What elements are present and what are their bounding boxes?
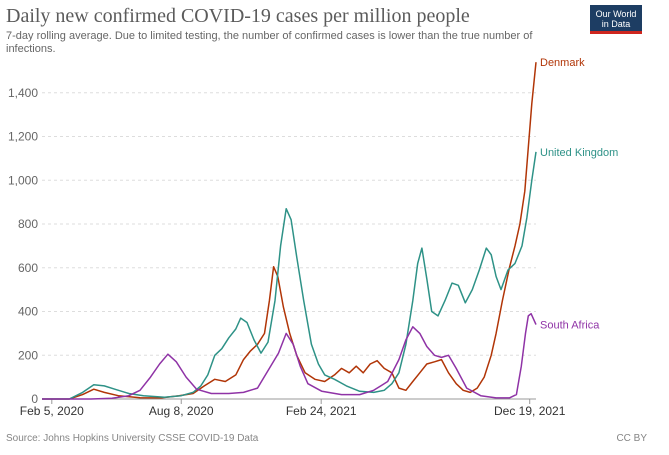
series-line-denmark[interactable] (42, 62, 537, 400)
series-label-united-kingdom[interactable]: United Kingdom (540, 147, 618, 159)
owid-logo[interactable]: Our World in Data (590, 5, 642, 34)
gridlines (42, 92, 536, 356)
y-tick-label: 400 (18, 305, 38, 319)
license-label[interactable]: CC BY (616, 433, 647, 444)
logo-line-2: in Data (601, 19, 631, 29)
y-axis: 0 200 400 600 800 1,000 1,200 1,400 (8, 86, 38, 406)
x-tick-label: Aug 8, 2020 (149, 404, 214, 418)
y-tick-label: 1,200 (8, 130, 38, 144)
chart-title: Daily new confirmed COVID-19 cases per m… (6, 5, 470, 27)
y-tick-label: 200 (18, 348, 38, 362)
series-label-denmark[interactable]: Denmark (540, 57, 585, 69)
y-tick-label: 1,000 (8, 173, 38, 187)
y-tick-label: 800 (18, 217, 38, 231)
y-tick-label: 1,400 (8, 86, 38, 100)
source-note[interactable]: Source: Johns Hopkins University CSSE CO… (6, 433, 259, 444)
series-line-united-kingdom[interactable] (42, 151, 537, 400)
chart-subtitle: 7-day rolling average. Due to limited te… (6, 30, 533, 55)
y-tick-label: 0 (31, 392, 38, 406)
x-tick-label: Feb 5, 2020 (20, 404, 84, 418)
series-line-south-africa[interactable] (42, 312, 537, 400)
y-tick-label: 600 (18, 261, 38, 275)
x-axis: Feb 5, 2020 Aug 8, 2020 Feb 24, 2021 Dec 19… (20, 398, 566, 418)
series-labels: Denmark United Kingdom South Africa (540, 57, 618, 331)
x-tick-label: Dec 19, 2021 (494, 404, 566, 418)
x-tick-label: Feb 24, 2021 (286, 404, 357, 418)
series-label-south-africa[interactable]: South Africa (540, 320, 600, 332)
series-lines (42, 62, 537, 400)
logo-line-1: Our World (595, 9, 637, 19)
